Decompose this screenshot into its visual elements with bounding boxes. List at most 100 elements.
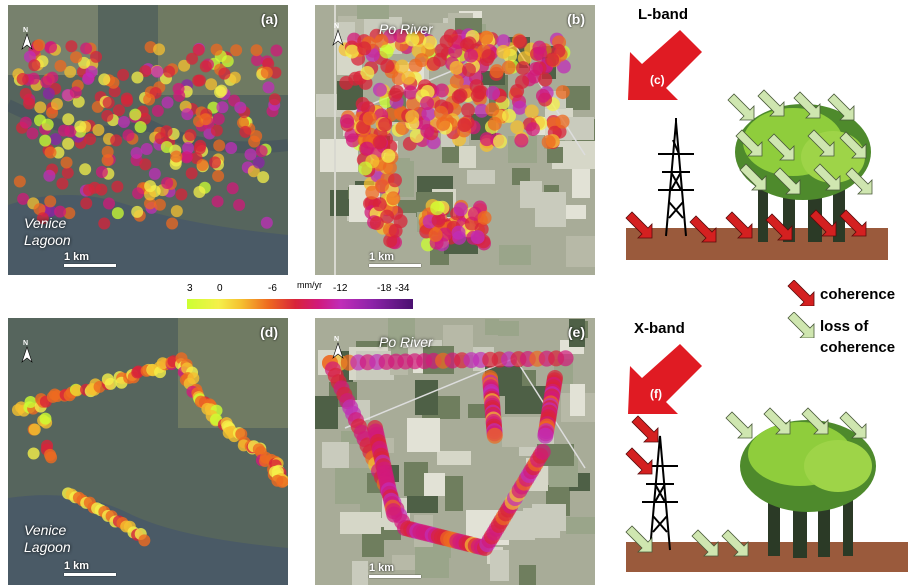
ps-point — [39, 412, 52, 425]
coherence-arrow-icon — [625, 211, 653, 239]
ps-point — [537, 427, 554, 444]
ps-point — [131, 205, 144, 218]
ps-point — [538, 72, 553, 87]
ground-strip — [626, 542, 908, 572]
ps-point — [33, 203, 46, 216]
ps-point — [262, 81, 275, 94]
ps-point — [395, 59, 410, 74]
ps-point — [178, 59, 191, 72]
ps-point — [535, 88, 550, 103]
panel-label-b: (b) — [567, 11, 585, 27]
coherence-arrow-icon — [827, 93, 855, 121]
incoming-signal-arrow-icon — [628, 30, 702, 100]
ps-point — [496, 44, 511, 59]
ps-point — [510, 120, 525, 135]
ps-point — [501, 60, 516, 75]
ps-point — [515, 61, 530, 76]
ps-point — [486, 86, 501, 101]
coherence-arrow-icon — [763, 407, 791, 435]
ps-point — [98, 73, 111, 86]
colorbar-unit: mm/yr — [297, 280, 322, 290]
ps-point — [180, 151, 193, 164]
ps-point — [451, 225, 466, 240]
ps-point — [420, 124, 435, 139]
ps-point — [244, 148, 257, 161]
coherence-arrow-icon — [765, 213, 793, 241]
ps-point — [255, 145, 268, 158]
ps-point — [360, 66, 375, 81]
x-band-diagram: (f) — [625, 344, 908, 572]
incoming-signal-arrow-icon — [628, 344, 702, 414]
ps-point — [360, 141, 375, 156]
loss-legend-arrow-icon — [787, 312, 815, 338]
x-band-title: X-band — [634, 320, 685, 337]
ps-point — [23, 97, 36, 110]
ps-point — [19, 116, 32, 129]
north-arrow-icon: N — [20, 27, 34, 51]
ps-point — [493, 134, 508, 149]
legend-loss-label: loss of coherence — [820, 318, 896, 356]
ps-point — [515, 74, 530, 89]
ps-point — [270, 44, 283, 57]
ps-point — [401, 70, 416, 85]
ps-point — [151, 65, 164, 78]
ps-point — [148, 167, 161, 180]
ps-point — [237, 116, 250, 129]
ps-point — [48, 388, 61, 401]
ps-point — [380, 209, 395, 224]
coherence-arrow-icon — [721, 529, 749, 557]
power-pylon-icon — [642, 435, 678, 551]
ps-point — [557, 350, 574, 367]
ps-point — [153, 198, 166, 211]
ps-point — [212, 170, 225, 183]
ps-point — [513, 34, 528, 49]
ps-point — [132, 187, 145, 200]
ps-point — [362, 111, 377, 126]
ps-point — [111, 180, 124, 193]
ps-point — [80, 197, 93, 210]
ps-point — [472, 85, 487, 100]
ps-point — [84, 133, 97, 146]
ps-point — [461, 62, 476, 77]
ps-point — [208, 156, 221, 169]
ps-point — [218, 67, 231, 80]
ps-point — [210, 124, 223, 137]
ps-point — [387, 173, 402, 188]
ps-point — [92, 123, 105, 136]
ps-point — [434, 105, 449, 120]
coherence-arrow-icon — [757, 89, 785, 117]
ps-point — [212, 112, 225, 125]
ps-point — [357, 41, 372, 56]
ps-point — [104, 377, 117, 390]
map-panel-e: (e) N Po River 1 km — [315, 318, 595, 585]
ps-point — [101, 154, 114, 167]
coherence-arrow-icon — [807, 129, 835, 157]
panel-label-c: (c) — [650, 73, 665, 87]
ps-point — [44, 448, 57, 461]
ps-point — [409, 128, 424, 143]
ps-point — [524, 104, 539, 119]
ps-point — [496, 34, 511, 49]
ps-point — [199, 113, 212, 126]
ps-point — [489, 64, 504, 79]
ps-point — [228, 71, 241, 84]
north-arrow-icon: N — [331, 23, 345, 47]
ps-points-d — [11, 352, 288, 547]
ps-point — [453, 202, 468, 217]
coherence-arrow-icon — [725, 411, 753, 439]
ps-point — [431, 213, 446, 228]
colorbar-tick: -6 — [268, 283, 277, 294]
ps-point — [65, 40, 78, 53]
ps-point — [161, 96, 174, 109]
ps-point — [79, 163, 92, 176]
ps-point — [406, 97, 421, 112]
ps-point — [556, 59, 571, 74]
ps-point — [27, 447, 40, 460]
coherence-arrow-icon — [839, 209, 867, 237]
coherence-arrow-icon — [767, 133, 795, 161]
ps-point — [434, 83, 449, 98]
north-arrow-icon: N — [331, 336, 345, 360]
coherence-arrow-icon — [839, 411, 867, 439]
coherence-arrow-icon — [801, 407, 829, 435]
ps-point — [541, 134, 556, 149]
